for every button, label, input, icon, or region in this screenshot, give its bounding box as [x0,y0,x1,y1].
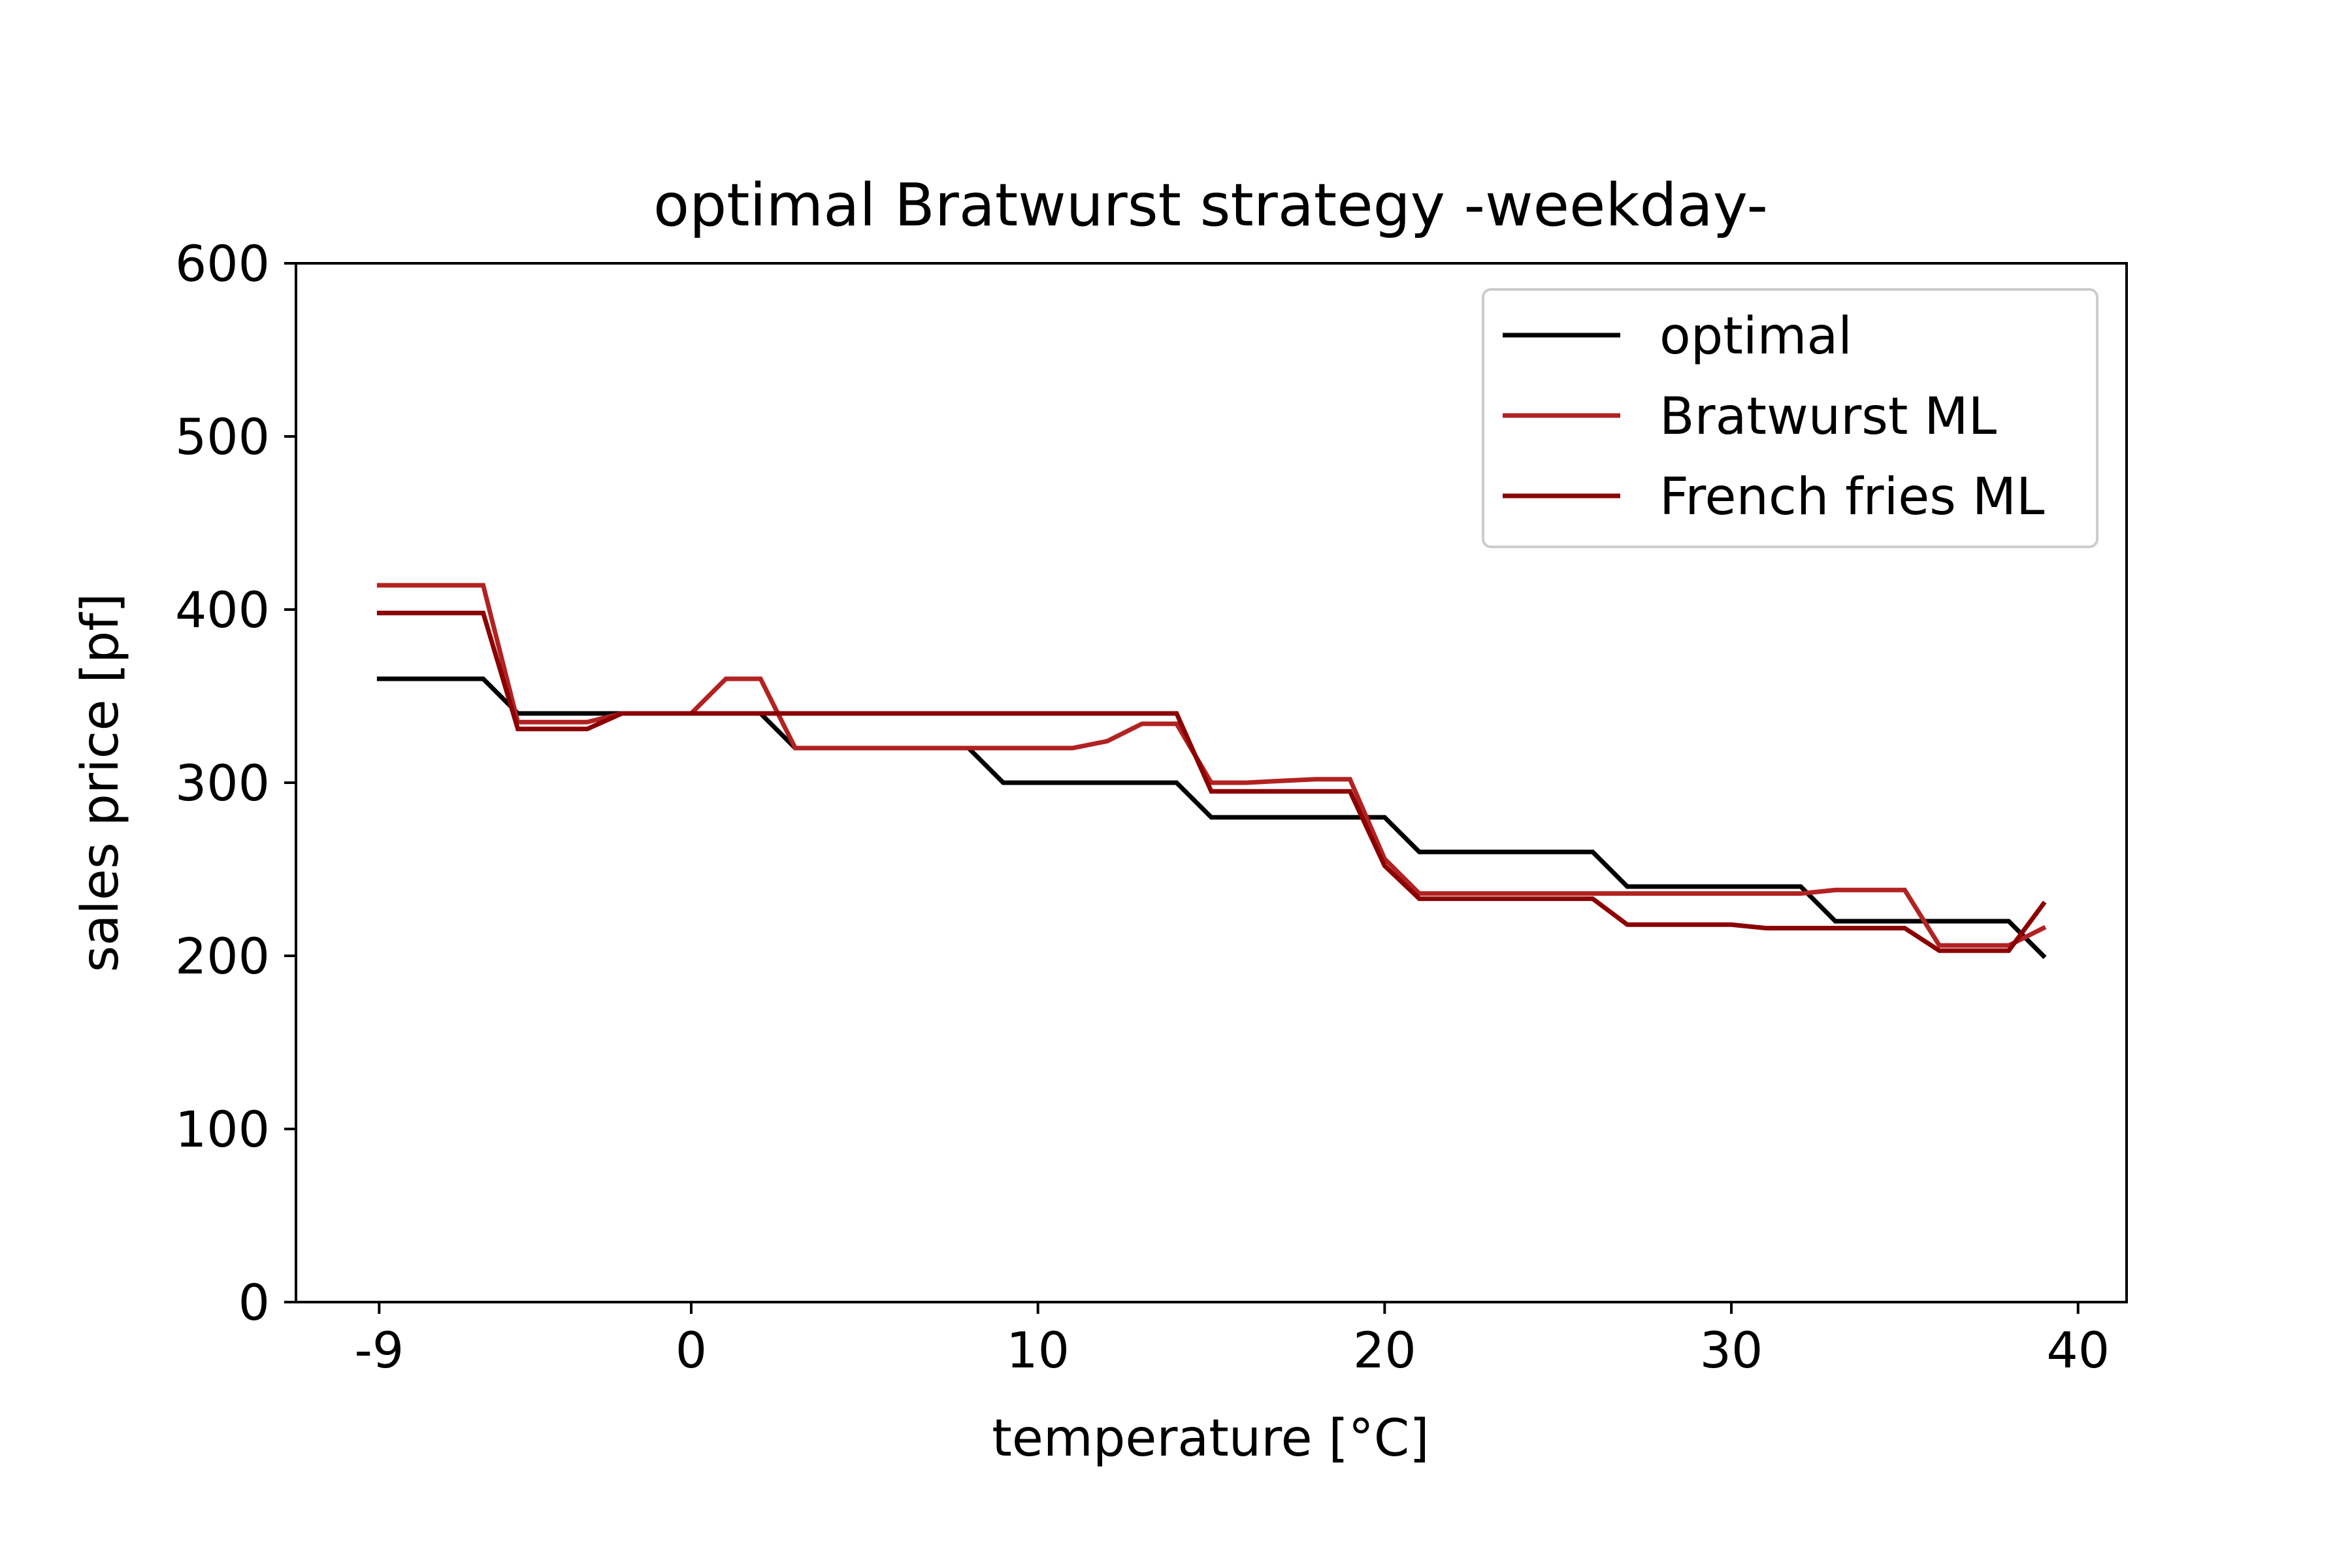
y-tick-label: 500 [175,408,270,466]
y-tick-label: 300 [175,754,270,812]
legend-label-bratwurst-ml: Bratwurst ML [1659,387,1997,446]
series-line-french-fries-ml [376,610,2047,953]
x-axis-label: temperature [°C] [992,1409,1429,1468]
y-axis-label: sales price [pf] [71,593,130,972]
legend-frame [1482,288,2099,548]
x-tick-label: 30 [1700,1321,1763,1379]
x-tick-label: 20 [1353,1321,1416,1379]
y-tick-label: 100 [175,1100,270,1158]
chart-title: optimal Bratwurst strategy -weekday- [653,171,1768,240]
series-layer [376,583,2047,959]
x-axis: -9 0 10 20 30 40 [354,1302,2110,1379]
y-tick-label: 400 [175,581,270,639]
y-tick-label: 200 [175,927,270,985]
legend-label-french-fries-ml: French fries ML [1659,468,2045,527]
x-tick-label: -9 [354,1321,404,1379]
y-axis: 0 100 200 300 400 500 600 [175,235,296,1331]
series-line-bratwurst-ml [376,583,2047,948]
legend: optimal Bratwurst ML French fries ML [1482,288,2099,548]
y-tick-label: 0 [238,1273,270,1331]
x-tick-label: 10 [1006,1321,1070,1379]
x-tick-label: 0 [676,1321,707,1379]
y-tick-label: 600 [175,235,270,293]
x-tick-label: 40 [2046,1321,2110,1379]
legend-label-optimal: optimal [1659,307,1852,366]
